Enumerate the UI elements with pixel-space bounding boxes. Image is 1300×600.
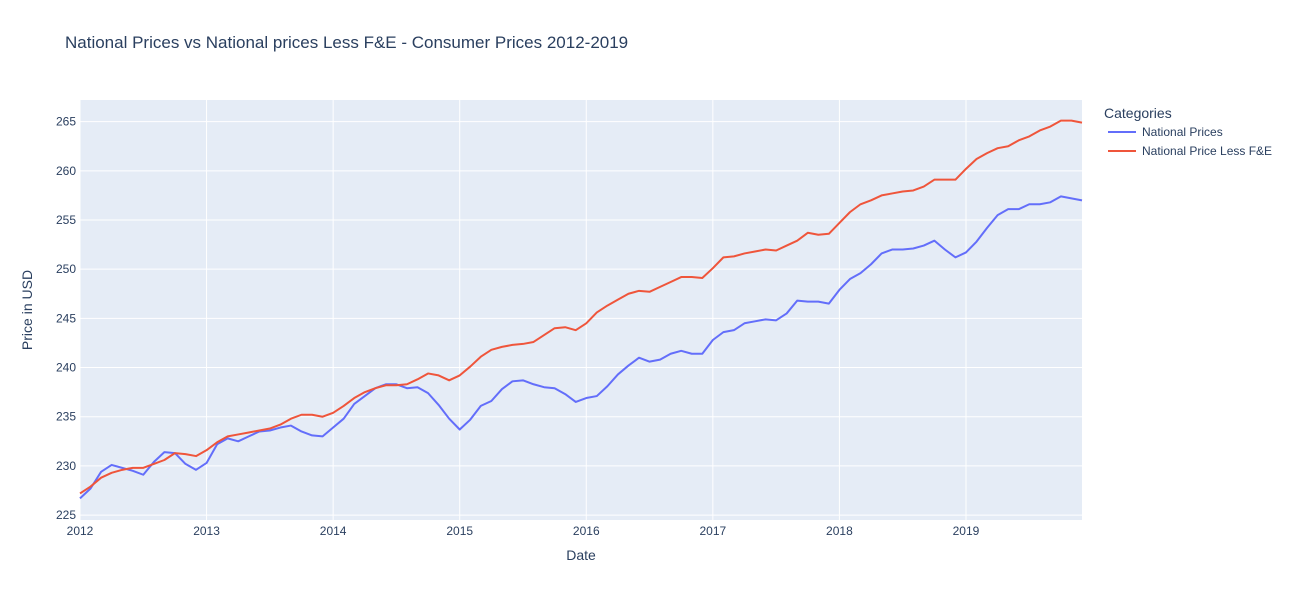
series-lines <box>79 119 1083 500</box>
x-tick-label: 2013 <box>193 524 220 538</box>
y-tick-label: 240 <box>56 361 76 375</box>
plot-area <box>80 100 1082 520</box>
series-line-national-price-less-fe <box>79 119 1083 495</box>
chart-title: National Prices vs National prices Less … <box>65 33 629 52</box>
y-tick-label: 245 <box>56 311 76 325</box>
x-tick-label: 2012 <box>67 524 94 538</box>
y-tick-label: 250 <box>56 262 76 276</box>
x-tick-label: 2019 <box>953 524 980 538</box>
legend-item[interactable]: National Price Less F&E <box>1108 144 1272 158</box>
legend-title: Categories <box>1104 105 1172 121</box>
y-tick-label: 225 <box>56 508 76 522</box>
y-tick-label: 255 <box>56 213 76 227</box>
x-tick-label: 2015 <box>446 524 473 538</box>
legend[interactable]: Categories National Prices National Price… <box>1104 105 1272 158</box>
series-line-national-prices <box>79 195 1083 500</box>
x-axis-ticks: 2012 2013 2014 2015 2016 2017 2018 2019 <box>67 524 980 538</box>
x-tick-label: 2018 <box>826 524 853 538</box>
legend-label: National Prices <box>1142 125 1223 139</box>
x-axis-title: Date <box>566 547 596 563</box>
x-tick-label: 2017 <box>699 524 726 538</box>
x-tick-label: 2016 <box>573 524 600 538</box>
y-axis-ticks: 225 230 235 240 245 250 255 260 265 <box>56 115 76 522</box>
y-tick-label: 265 <box>56 115 76 129</box>
y-axis-title: Price in USD <box>19 270 35 350</box>
x-tick-label: 2014 <box>320 524 347 538</box>
y-gridlines <box>80 121 1082 516</box>
legend-label: National Price Less F&E <box>1142 144 1272 158</box>
legend-item[interactable]: National Prices <box>1108 125 1223 139</box>
y-tick-label: 235 <box>56 410 76 424</box>
y-tick-label: 260 <box>56 164 76 178</box>
y-tick-label: 230 <box>56 459 76 473</box>
